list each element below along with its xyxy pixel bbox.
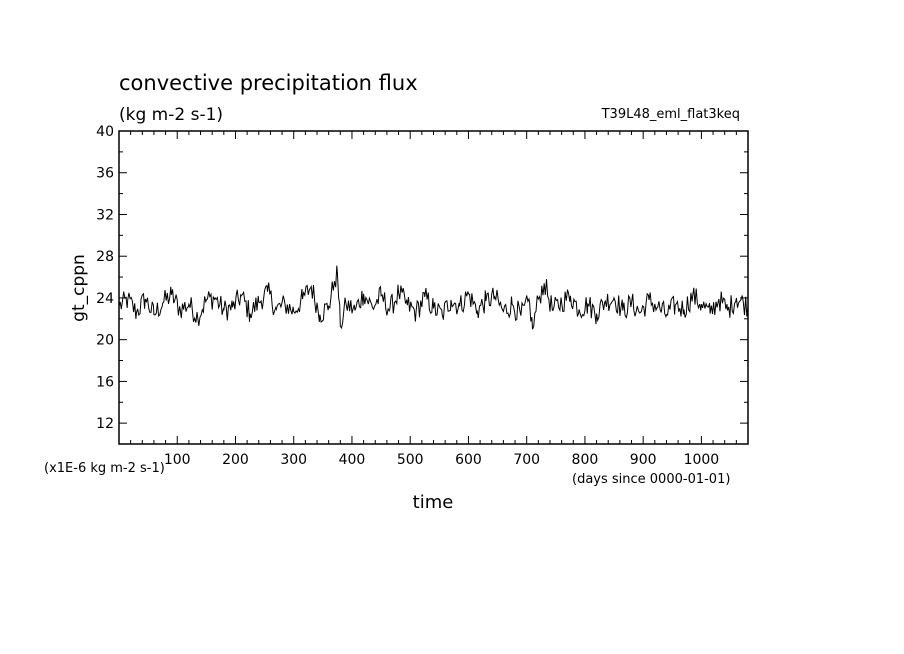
chart-units: (kg m-2 s-1) bbox=[119, 105, 223, 125]
y-tick-label: 36 bbox=[96, 166, 114, 182]
x-tick-label: 900 bbox=[630, 452, 657, 468]
y-tick-label: 20 bbox=[96, 333, 114, 349]
series-line bbox=[118, 265, 749, 330]
y-tick-label: 24 bbox=[96, 291, 114, 307]
y-tick-label: 16 bbox=[96, 374, 114, 390]
y-axis-label: gt_cppn bbox=[69, 254, 89, 322]
x-tick-label: 500 bbox=[397, 452, 424, 468]
x-tick-label: 200 bbox=[222, 452, 249, 468]
y-tick-label: 32 bbox=[96, 207, 114, 223]
y-tick-label: 28 bbox=[96, 249, 114, 265]
run-name: T39L48_eml_flat3keq bbox=[601, 107, 740, 122]
plot-frame bbox=[118, 130, 749, 445]
y-axis-ticks: 12 16 20 24 28 32 36 40 bbox=[96, 124, 748, 445]
x-tick-label: 700 bbox=[513, 452, 540, 468]
x-tick-label: 1000 bbox=[684, 452, 720, 468]
x-tick-label: 400 bbox=[339, 452, 366, 468]
x-axis-label: time bbox=[413, 492, 454, 513]
y-tick-label: 12 bbox=[96, 416, 114, 432]
y-axis-units: (x1E-6 kg m-2 s-1) bbox=[44, 461, 165, 476]
x-tick-label: 600 bbox=[455, 452, 482, 468]
y-tick-label: 40 bbox=[96, 124, 114, 140]
chart-title: convective precipitation flux bbox=[119, 71, 418, 95]
x-tick-label: 100 bbox=[164, 452, 191, 468]
x-tick-label: 800 bbox=[572, 452, 599, 468]
x-tick-label: 300 bbox=[280, 452, 307, 468]
x-axis-units: (days since 0000-01-01) bbox=[572, 472, 730, 487]
x-axis-ticks: 100 200 300 400 500 600 700 800 900 1000 bbox=[130, 131, 749, 468]
